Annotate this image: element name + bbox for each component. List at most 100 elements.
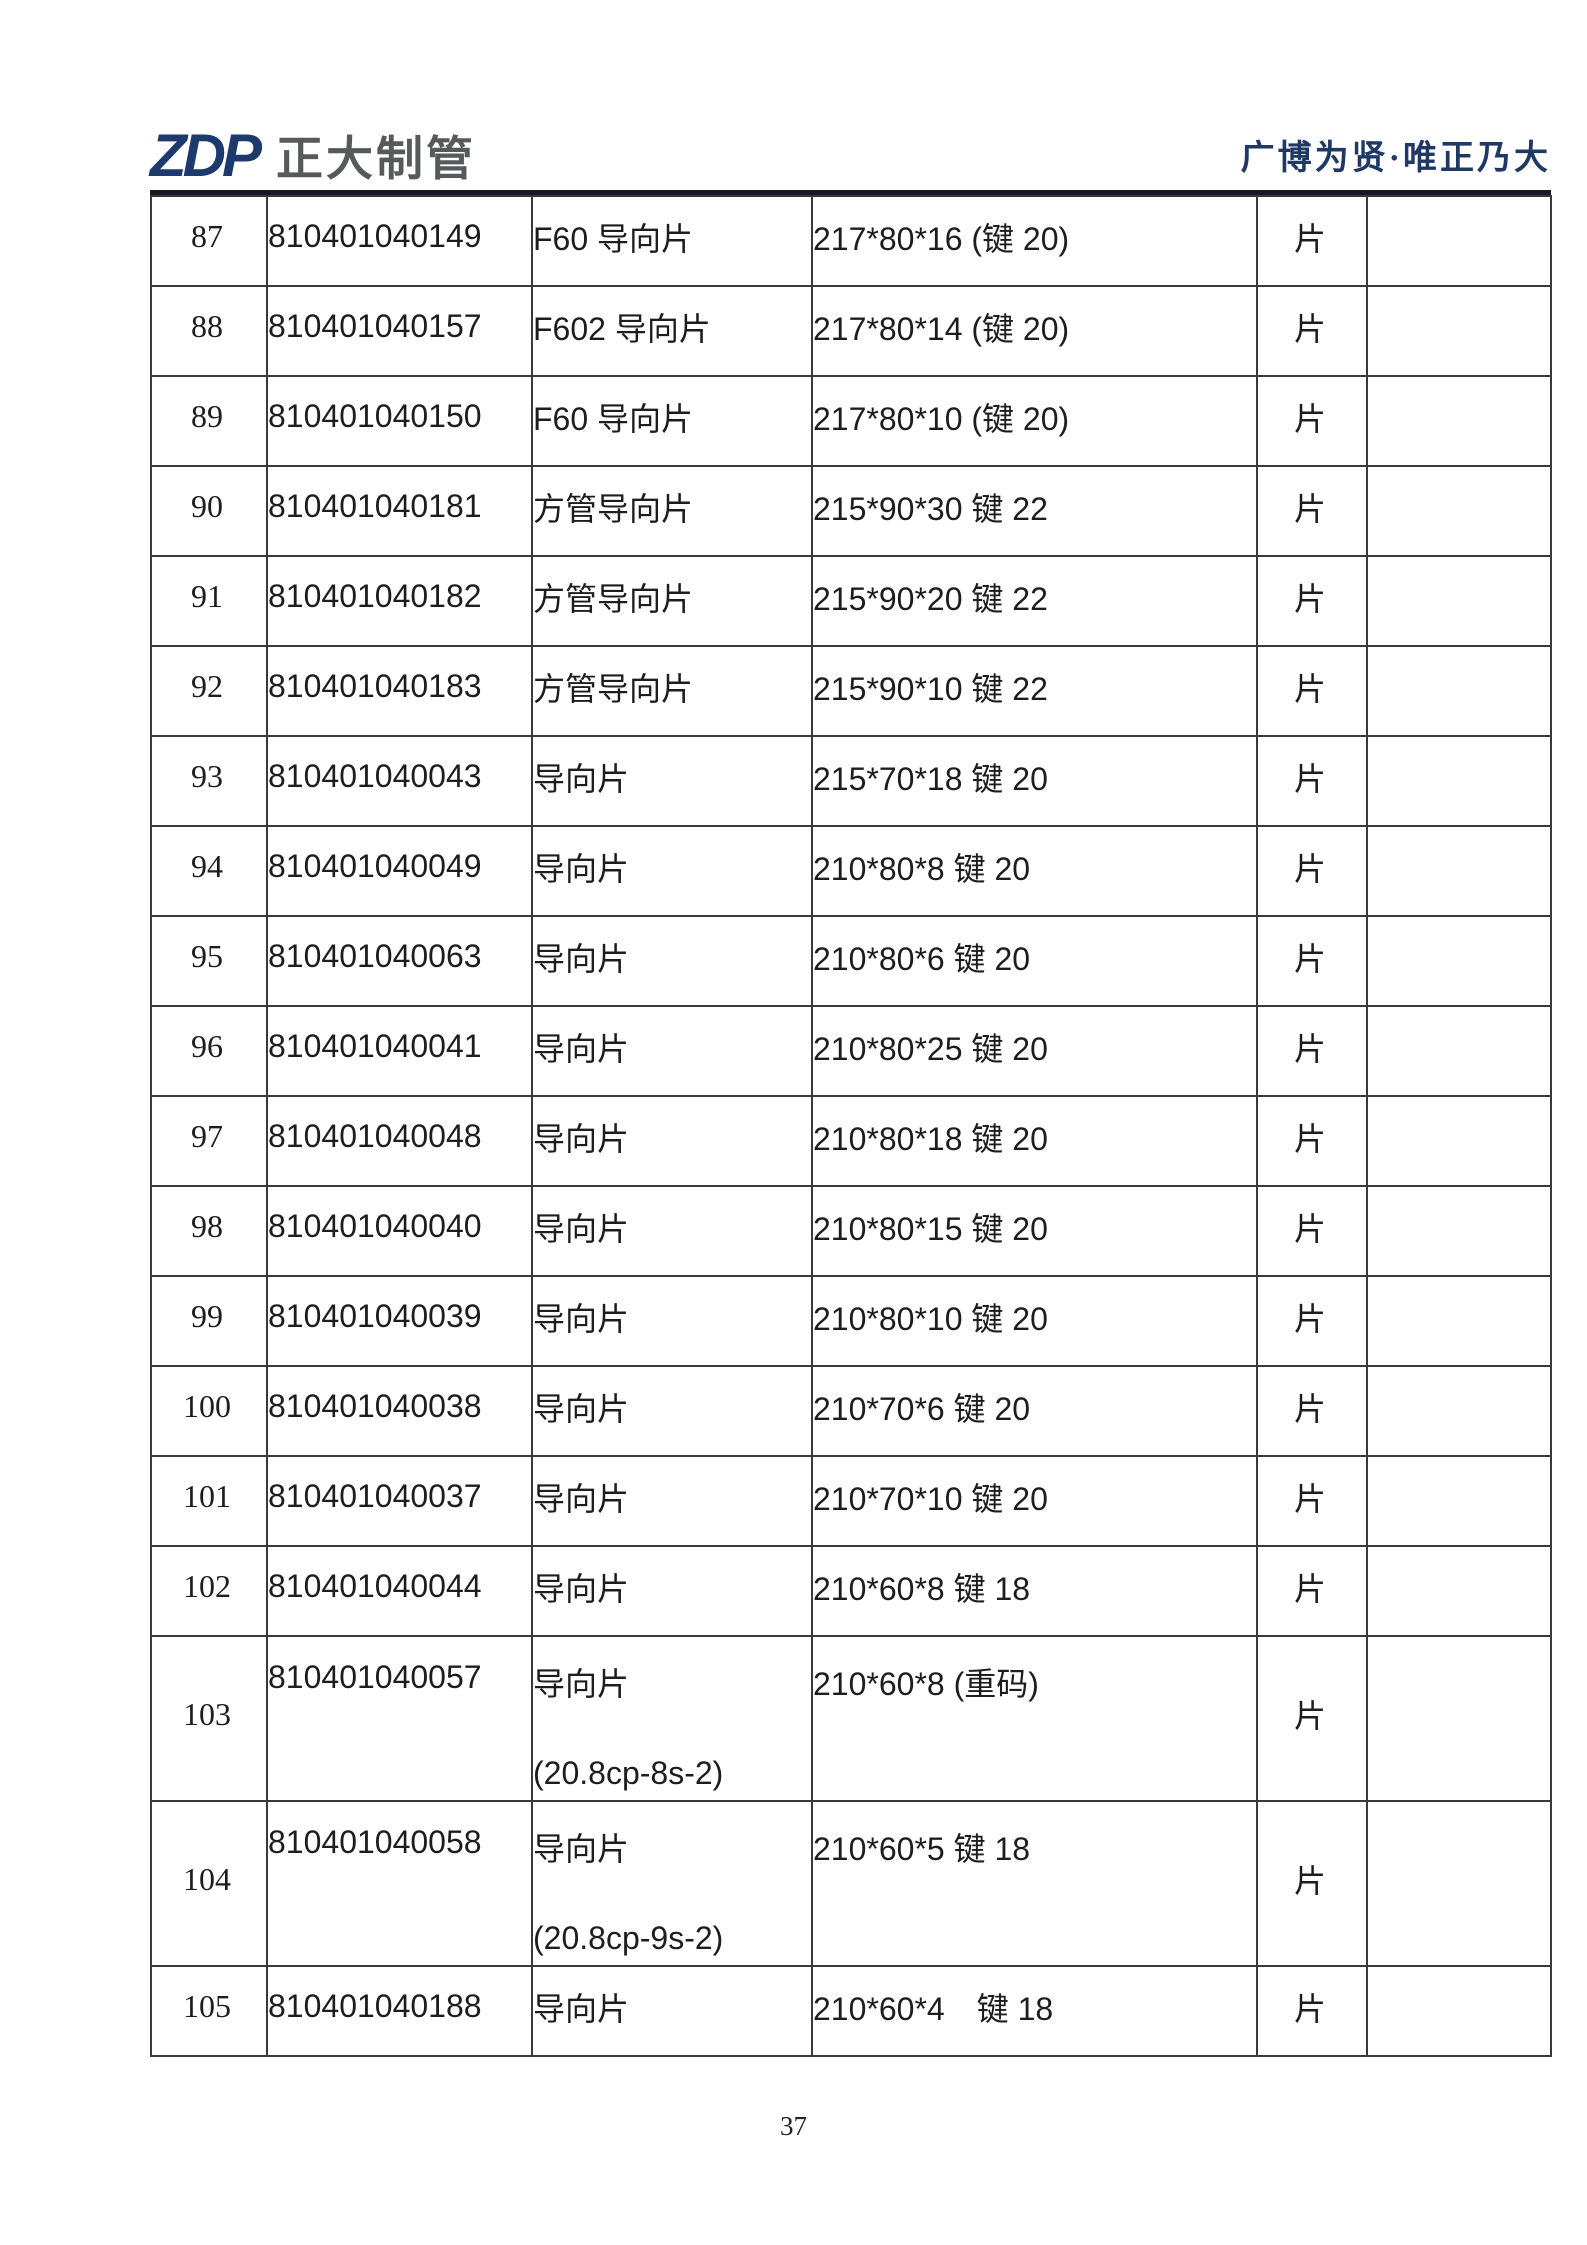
part-spec-cell: 215*90*30 键 22 [811, 464, 1258, 557]
part-name-cell: 导向片 [531, 1454, 813, 1547]
part-code-cell: 810401040043 [266, 734, 533, 827]
note-cell [1366, 194, 1552, 287]
part-name-cell: 导向片 [531, 1004, 813, 1097]
unit-cell: 片 [1256, 1454, 1368, 1547]
part-code-cell: 810401040037 [266, 1454, 533, 1547]
part-code-cell: 810401040044 [266, 1544, 533, 1637]
part-name-cell: 导向片 [531, 1964, 813, 2057]
part-name-line1: 导向片 [533, 760, 630, 797]
unit-cell: 片 [1256, 464, 1368, 557]
table-row: 95 810401040063 导向片 210*80*6 键 20 片 [150, 914, 1552, 1007]
table-row: 98 810401040040 导向片 210*80*15 键 20 片 [150, 1184, 1552, 1277]
part-spec-cell: 210*60*4 键 18 [811, 1964, 1258, 2057]
row-number-cell: 102 [150, 1544, 268, 1637]
row-number-cell: 101 [150, 1454, 268, 1547]
unit-cell: 片 [1256, 1094, 1368, 1187]
table-row: 94 810401040049 导向片 210*80*8 键 20 片 [150, 824, 1552, 917]
part-name-line1: F60 导向片 [533, 400, 694, 437]
note-cell [1366, 1964, 1552, 2057]
row-number-cell: 87 [150, 194, 268, 287]
part-spec-cell: 210*80*10 键 20 [811, 1274, 1258, 1367]
part-code-cell: 810401040057 [266, 1634, 533, 1802]
table-row: 102 810401040044 导向片 210*60*8 键 18 片 [150, 1544, 1552, 1637]
part-spec-cell: 210*70*10 键 20 [811, 1454, 1258, 1547]
part-name-line1: 导向片 [533, 1120, 630, 1157]
row-number-cell: 92 [150, 644, 268, 737]
part-name-line1: 方管导向片 [533, 580, 694, 617]
unit-cell: 片 [1256, 1799, 1368, 1967]
part-name-cell: 导向片 [531, 1184, 813, 1277]
note-cell [1366, 1454, 1552, 1547]
note-cell [1366, 644, 1552, 737]
unit-cell: 片 [1256, 1274, 1368, 1367]
company-name: 正大制管 [276, 132, 476, 186]
unit-cell: 片 [1256, 284, 1368, 377]
parts-table: 87 810401040149 F60 导向片 217*80*16 (键 20) 片 88… [150, 194, 1552, 2057]
part-name-cell: 导向片 [531, 1274, 813, 1367]
part-name-line1: 导向片 [533, 1665, 630, 1702]
part-spec-cell: 215*90*20 键 22 [811, 554, 1258, 647]
unit-cell: 片 [1256, 1964, 1368, 2057]
part-name-cell: F60 导向片 [531, 194, 813, 287]
unit-cell: 片 [1256, 734, 1368, 827]
part-code-cell: 810401040038 [266, 1364, 533, 1457]
table-row: 99 810401040039 导向片 210*80*10 键 20 片 [150, 1274, 1552, 1367]
note-cell [1366, 1274, 1552, 1367]
row-number-cell: 98 [150, 1184, 268, 1277]
row-number-cell: 88 [150, 284, 268, 377]
table-row: 96 810401040041 导向片 210*80*25 键 20 片 [150, 1004, 1552, 1097]
part-name-cell: 导向片 [531, 734, 813, 827]
part-spec-cell: 210*60*5 键 18 [811, 1799, 1258, 1967]
parts-table-body: 87 810401040149 F60 导向片 217*80*16 (键 20) 片 88… [150, 194, 1552, 2057]
part-name-cell: 导向片 [531, 914, 813, 1007]
unit-cell: 片 [1256, 554, 1368, 647]
part-name-line1: 导向片 [533, 1990, 630, 2027]
unit-cell: 片 [1256, 1544, 1368, 1637]
table-row: 92 810401040183 方管导向片 215*90*10 键 22 片 [150, 644, 1552, 737]
unit-cell: 片 [1256, 1634, 1368, 1802]
part-spec-cell: 217*80*14 (键 20) [811, 284, 1258, 377]
part-code-cell: 810401040049 [266, 824, 533, 917]
note-cell [1366, 554, 1552, 647]
part-spec-cell: 210*60*8 键 18 [811, 1544, 1258, 1637]
row-number-cell: 100 [150, 1364, 268, 1457]
table-row: 89 810401040150 F60 导向片 217*80*10 (键 20) 片 [150, 374, 1552, 467]
part-name-line1: 导向片 [533, 940, 630, 977]
part-spec-cell: 217*80*10 (键 20) [811, 374, 1258, 467]
part-spec-cell: 215*70*18 键 20 [811, 734, 1258, 827]
note-cell [1366, 284, 1552, 377]
table-row: 101 810401040037 导向片 210*70*10 键 20 片 [150, 1454, 1552, 1547]
part-code-cell: 810401040183 [266, 644, 533, 737]
row-number-cell: 97 [150, 1094, 268, 1187]
part-code-cell: 810401040182 [266, 554, 533, 647]
part-name-cell: 方管导向片 [531, 644, 813, 737]
table-row: 97 810401040048 导向片 210*80*18 键 20 片 [150, 1094, 1552, 1187]
unit-cell: 片 [1256, 194, 1368, 287]
row-number-cell: 103 [150, 1634, 268, 1802]
page-number: 37 [780, 2110, 807, 2141]
row-number-cell: 94 [150, 824, 268, 917]
part-name-line2: (20.8cp-8s-2) [533, 1754, 724, 1791]
note-cell [1366, 374, 1552, 467]
part-name-line1: 导向片 [533, 1570, 630, 1607]
part-name-cell: 导向片 [531, 1094, 813, 1187]
zdp-logo-icon: ZDP [150, 122, 262, 189]
note-cell [1366, 1184, 1552, 1277]
part-code-cell: 810401040048 [266, 1094, 533, 1187]
unit-cell: 片 [1256, 1004, 1368, 1097]
part-name-cell: 导向片 (20.8cp-8s-2) [531, 1634, 813, 1802]
part-name-cell: 导向片 [531, 824, 813, 917]
unit-cell: 片 [1256, 1184, 1368, 1277]
part-name-line1: 导向片 [533, 1390, 630, 1427]
part-spec-cell: 210*80*18 键 20 [811, 1094, 1258, 1187]
part-spec-cell: 210*70*6 键 20 [811, 1364, 1258, 1457]
table-row: 93 810401040043 导向片 215*70*18 键 20 片 [150, 734, 1552, 827]
unit-cell: 片 [1256, 374, 1368, 467]
part-code-cell: 810401040150 [266, 374, 533, 467]
unit-cell: 片 [1256, 914, 1368, 1007]
part-name-cell: F602 导向片 [531, 284, 813, 377]
row-number-cell: 104 [150, 1799, 268, 1967]
part-name-line1: 导向片 [533, 1300, 630, 1337]
part-name-cell: 方管导向片 [531, 554, 813, 647]
